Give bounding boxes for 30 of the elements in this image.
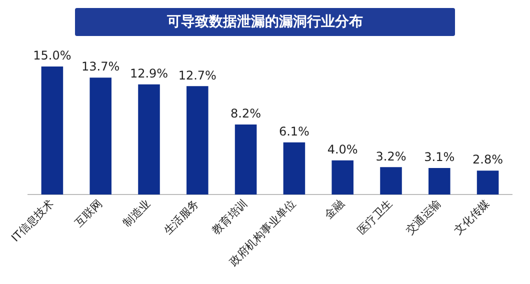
data-label: 2.8%: [472, 152, 504, 167]
data-label: 12.9%: [130, 66, 168, 81]
bar: [332, 160, 354, 194]
data-label: 6.1%: [278, 124, 310, 139]
x-tick-label: 互联网: [72, 197, 105, 230]
data-label: 3.2%: [376, 149, 406, 164]
data-label: 4.0%: [327, 142, 358, 156]
x-tick-label: 制造业: [120, 197, 154, 230]
x-tick-label: 生活服务: [161, 197, 202, 238]
bar: [234, 124, 257, 194]
bar: [428, 168, 450, 194]
x-tick-label: 教育培训: [210, 197, 250, 238]
x-tick-label: 金融: [322, 197, 347, 222]
bar: [138, 84, 160, 194]
data-label: 13.7%: [82, 60, 120, 74]
bar: [283, 142, 306, 194]
data-label: 3.1%: [424, 150, 455, 164]
bar: [380, 167, 402, 194]
x-tick-label: IT信息技术: [8, 197, 56, 244]
x-tick-label: 交通运输: [403, 197, 444, 238]
data-label: 15.0%: [33, 48, 72, 63]
x-tick-label: 文化传媒: [452, 197, 492, 238]
bar: [41, 66, 64, 194]
data-label: 8.2%: [230, 106, 262, 121]
chart-title: 可导致数据泄漏的漏洞行业分布: [75, 8, 455, 36]
bar: [186, 86, 208, 194]
bar: [90, 78, 112, 194]
data-label: 12.7%: [178, 68, 216, 82]
x-tick-label: 医疗卫生: [354, 197, 396, 238]
bar: [476, 170, 499, 194]
